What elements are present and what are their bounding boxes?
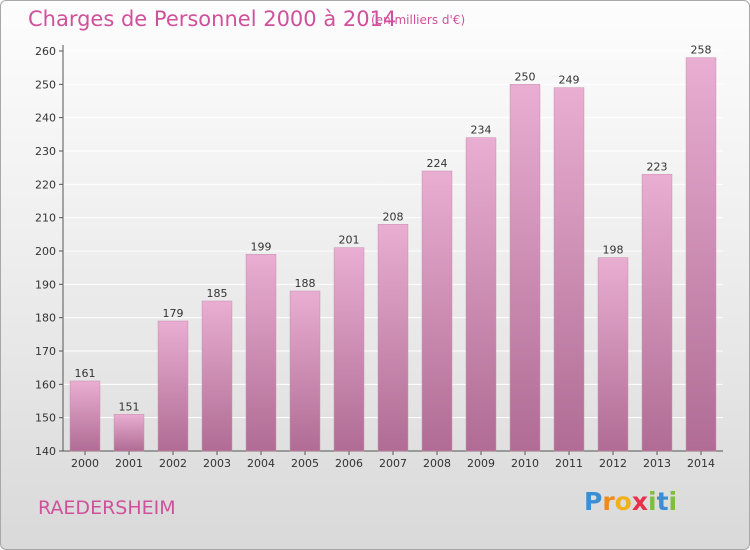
- y-tick-label: 200: [35, 245, 56, 258]
- bar-2004: [245, 254, 277, 452]
- x-tick-label-2003: 2003: [203, 457, 231, 470]
- y-tick-label: 220: [35, 178, 56, 191]
- logo-letter: r: [602, 487, 615, 516]
- bar-2013: [641, 174, 673, 452]
- bar-2000: [69, 380, 101, 452]
- labels: 140 150 160 170 180 190 200 210 220 230 240 250 260 2…: [35, 44, 715, 470]
- logo-letter: t: [656, 487, 669, 516]
- bar-2009: [465, 137, 497, 452]
- x-tick-label-2008: 2008: [423, 457, 451, 470]
- logo-letter: P: [584, 487, 603, 516]
- data-label-2002: 179: [163, 307, 184, 320]
- bar-2010: [509, 84, 541, 452]
- x-tick-label-2011: 2011: [555, 457, 583, 470]
- x-tick-label-2009: 2009: [467, 457, 495, 470]
- data-label-2007: 208: [383, 210, 404, 223]
- chart-title: Charges de Personnel 2000 à 2014: [28, 7, 397, 31]
- data-label-2013: 223: [647, 160, 668, 173]
- x-tick-label-2004: 2004: [247, 457, 275, 470]
- logo-letter: x: [631, 487, 648, 516]
- bar-2008: [421, 170, 453, 452]
- data-label-2003: 185: [207, 287, 228, 300]
- bars: [69, 57, 717, 452]
- x-tick-label-2010: 2010: [511, 457, 539, 470]
- x-tick-label-2001: 2001: [115, 457, 143, 470]
- chart-subtitle: (en milliers d'€): [371, 13, 466, 27]
- y-tick-label: 240: [35, 112, 56, 125]
- x-tick-label-2012: 2012: [599, 457, 627, 470]
- bar-2006: [333, 247, 365, 452]
- y-tick-label: 260: [35, 45, 56, 58]
- bar-2007: [377, 224, 409, 452]
- x-tick-label-2000: 2000: [71, 457, 99, 470]
- y-tick-label: 190: [35, 278, 56, 291]
- y-tick-label: 170: [35, 345, 56, 358]
- x-tick-label-2006: 2006: [335, 457, 363, 470]
- y-tick-label: 150: [35, 412, 56, 425]
- x-tick-label-2002: 2002: [159, 457, 187, 470]
- city-name: RAEDERSHEIM: [38, 497, 176, 519]
- y-tick-label: 140: [35, 445, 56, 458]
- y-tick-label: 250: [35, 78, 56, 91]
- x-tick-label-2014: 2014: [687, 457, 715, 470]
- x-tick-label-2013: 2013: [643, 457, 671, 470]
- y-tick-label: 160: [35, 378, 56, 391]
- logo-letter: o: [614, 487, 632, 516]
- proxiti-logo: Proxiti: [584, 487, 677, 516]
- bar-2005: [289, 290, 321, 452]
- bar-2002: [157, 320, 189, 452]
- data-label-2010: 250: [515, 70, 536, 83]
- data-label-2008: 224: [427, 157, 448, 170]
- data-label-2001: 151: [119, 400, 140, 413]
- bar-2011: [553, 87, 585, 452]
- data-label-2000: 161: [75, 367, 96, 380]
- y-tick-label: 210: [35, 212, 56, 225]
- x-tick-label-2005: 2005: [291, 457, 319, 470]
- data-label-2009: 234: [471, 124, 492, 137]
- y-tick-label: 180: [35, 312, 56, 325]
- data-label-2005: 188: [295, 277, 316, 290]
- y-tick-label: 230: [35, 145, 56, 158]
- bar-2014: [685, 57, 717, 452]
- bar-2012: [597, 257, 629, 452]
- data-label-2004: 199: [251, 240, 272, 253]
- data-label-2011: 249: [559, 74, 580, 87]
- logo-letter: i: [668, 487, 678, 516]
- data-label-2006: 201: [339, 234, 360, 247]
- bar-2001: [113, 414, 145, 452]
- x-tick-label-2007: 2007: [379, 457, 407, 470]
- data-label-2012: 198: [603, 244, 624, 257]
- bar-2003: [201, 300, 233, 452]
- data-label-2014: 258: [691, 44, 712, 57]
- logo-letter: i: [648, 487, 657, 516]
